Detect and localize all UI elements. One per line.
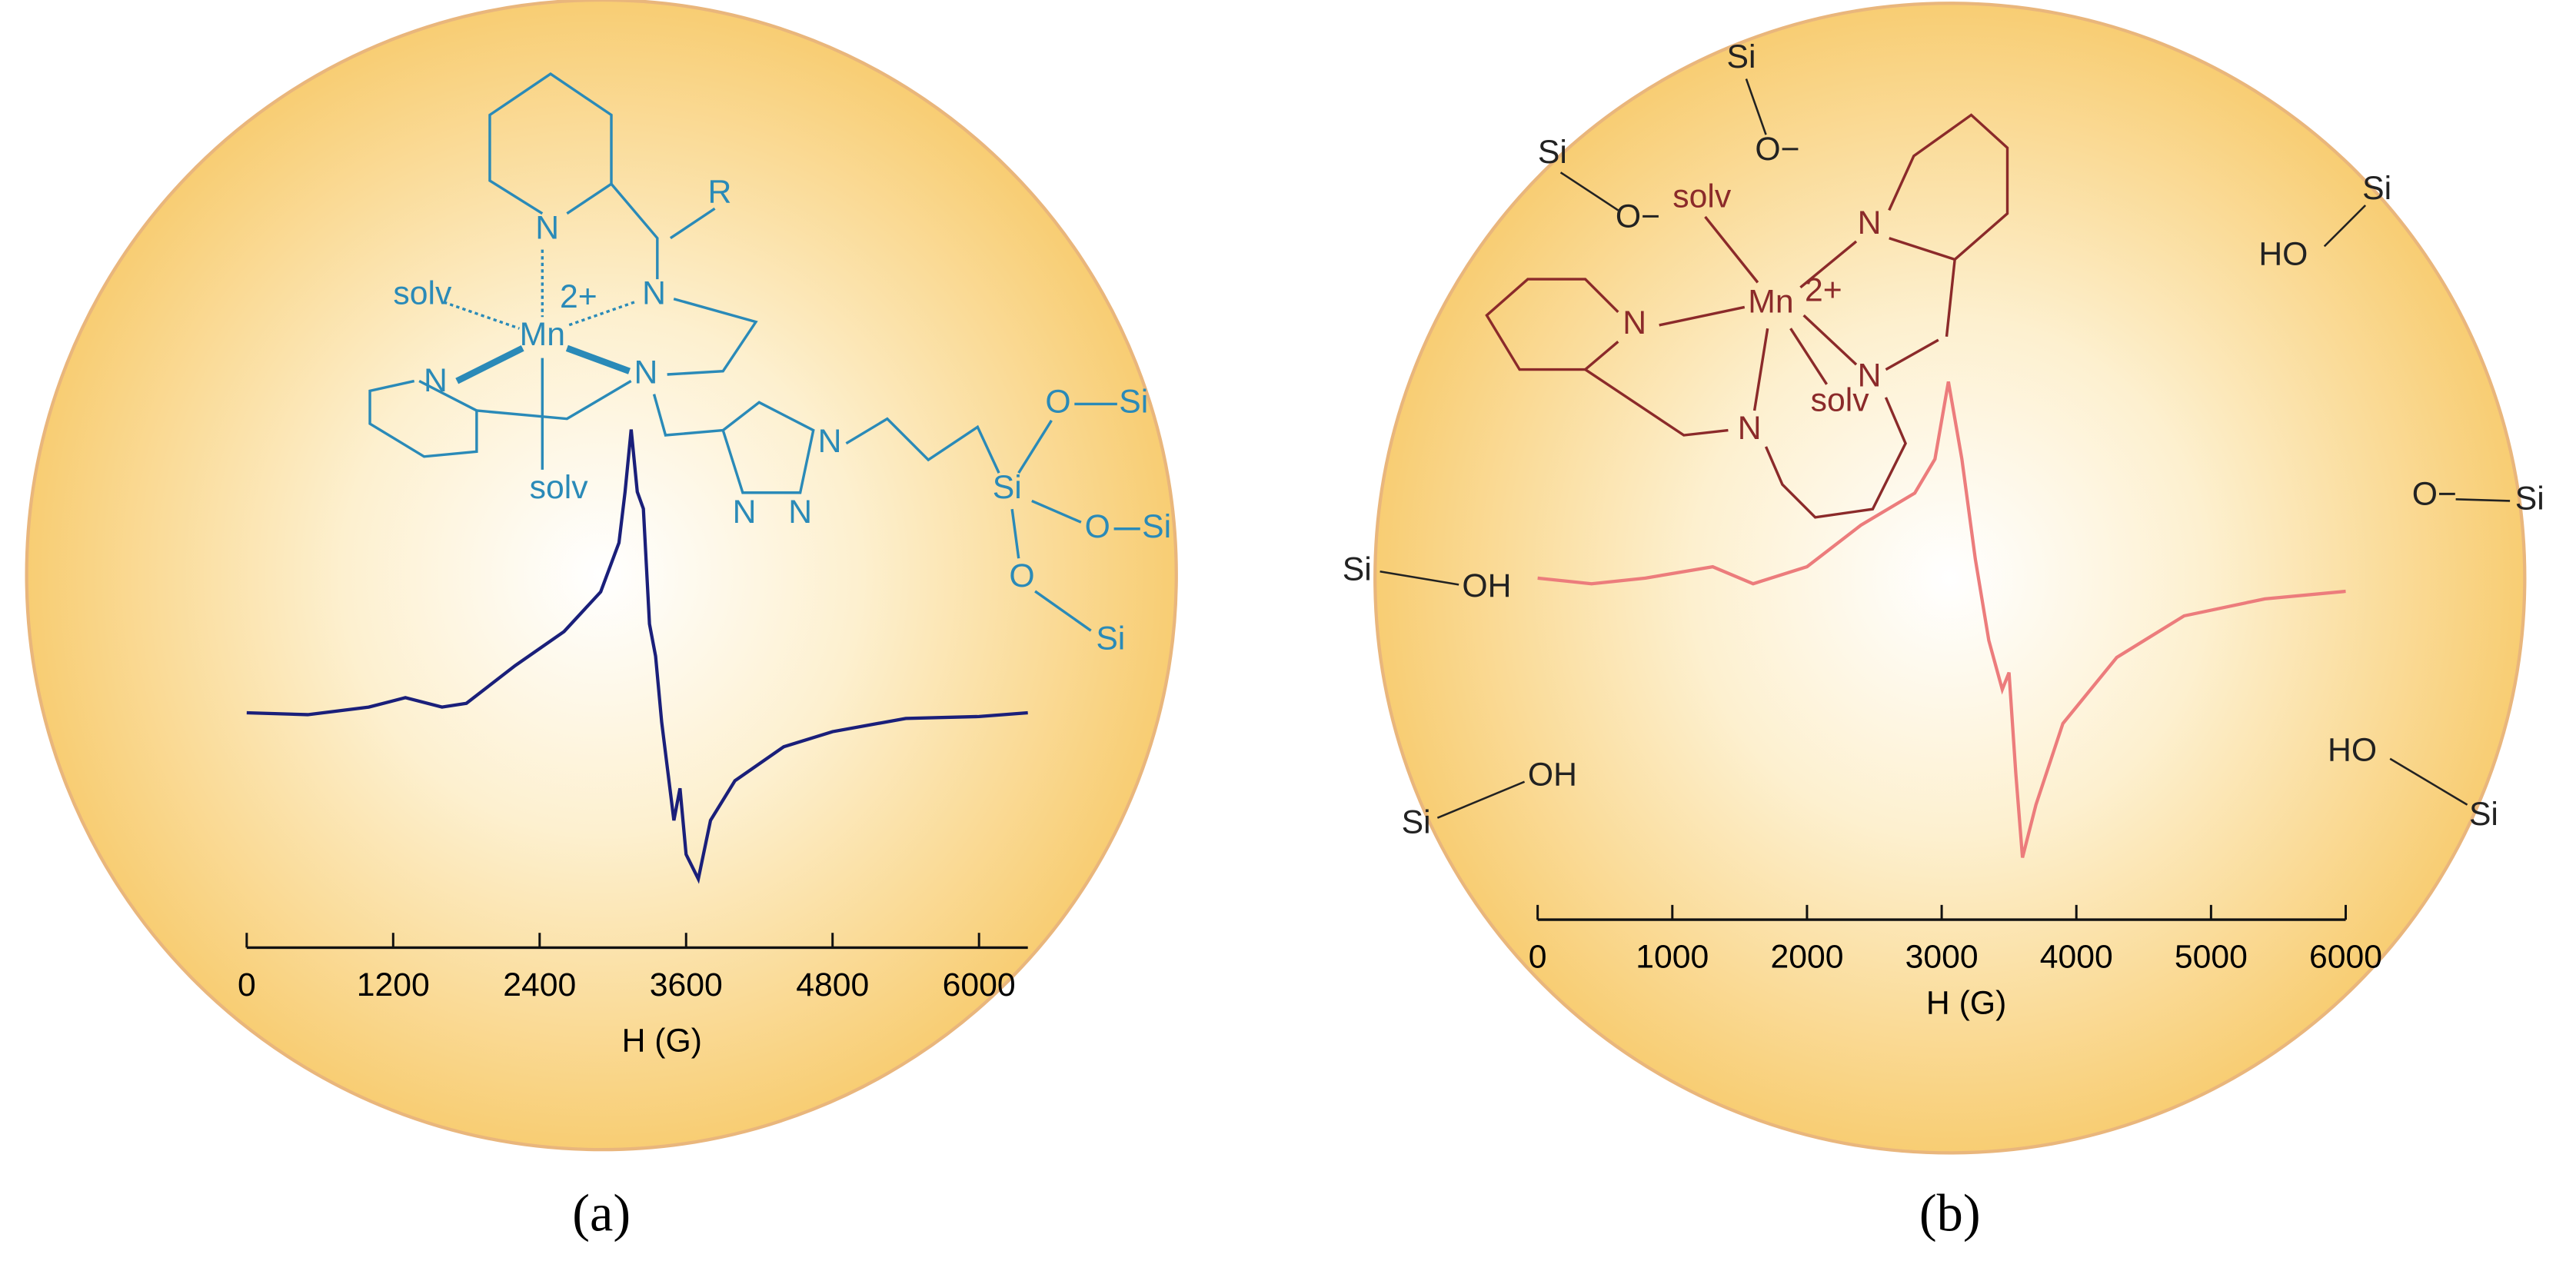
x-tick-label: 6000: [943, 967, 1016, 1003]
structure-label: N: [818, 423, 842, 460]
structure-label: Si: [1727, 38, 1756, 75]
structure-label: N: [1858, 358, 1882, 394]
x-tick-label: 2000: [1770, 939, 1843, 976]
x-tick-label: 2400: [503, 967, 576, 1003]
x-tick-label: 3000: [1905, 939, 1979, 976]
structure-a: [368, 72, 1140, 632]
structure-label: Si: [2469, 796, 2498, 833]
structure-label: Si: [1538, 134, 1567, 171]
x-axis-title: H (G): [1926, 984, 2006, 1021]
x-tick-label: 0: [238, 967, 256, 1003]
structure-label: OH: [1528, 757, 1577, 794]
structure-label: O: [1009, 557, 1034, 594]
structure-label: HO: [2258, 235, 2308, 272]
panel-label: (a): [572, 1184, 631, 1243]
structure-label: HO: [2328, 732, 2377, 769]
x-tick-label: 3600: [650, 967, 723, 1003]
structure-label: N: [424, 362, 448, 399]
structure-label: Mn: [1748, 283, 1793, 320]
structure-label: solv: [393, 275, 452, 312]
x-axis-title: H (G): [622, 1023, 702, 1060]
background-circle: [1373, 2, 2527, 1155]
structure-label: O: [1085, 508, 1110, 545]
structure-label: N: [1622, 304, 1646, 341]
structure-label: N: [733, 494, 757, 531]
structure-label: N: [535, 209, 559, 246]
structure-label: N: [634, 354, 657, 391]
structure-label: Si: [1096, 620, 1125, 657]
structure-label: solv: [1672, 178, 1732, 215]
structure-label: R: [708, 173, 732, 210]
structure-b: [1485, 113, 2009, 519]
structure-label: Si: [1343, 551, 1372, 588]
x-tick-label: 5000: [2175, 939, 2248, 976]
structure-label: O−: [2412, 475, 2457, 512]
structure-label: OH: [1462, 567, 1511, 604]
structure-label: N: [788, 494, 812, 531]
structure-label: N: [1738, 410, 1762, 447]
structure-label: Si: [1402, 804, 1431, 841]
structure-label: 2+: [1805, 271, 1842, 308]
structure-label: N: [642, 275, 666, 312]
structure-label: O−: [1616, 198, 1660, 235]
structure-label: 2+: [560, 278, 597, 315]
spectrum-line: [246, 429, 1028, 884]
spectrum-line: [1537, 381, 2346, 858]
x-tick-label: 1200: [357, 967, 430, 1003]
x-tick-label: 0: [1529, 939, 1547, 976]
background-circle: [25, 0, 1178, 1152]
structure-label: solv: [530, 469, 589, 506]
structure-label: Si: [2515, 481, 2544, 517]
structure-label: O: [1045, 384, 1070, 421]
structure-label: solv: [1811, 382, 1870, 419]
structure-label: O−: [1755, 131, 1799, 168]
structure-label: Si: [1119, 384, 1148, 421]
structure-label: Si: [993, 469, 1022, 506]
panel-label: (b): [1919, 1184, 1981, 1243]
x-tick-label: 4800: [796, 967, 869, 1003]
structure-label: Mn: [520, 316, 565, 353]
x-tick-label: 6000: [2309, 939, 2382, 976]
x-tick-label: 1000: [1636, 939, 1709, 976]
structure-label: N: [1858, 205, 1882, 241]
surface-bonds: [1380, 78, 2511, 819]
structure-label: Si: [2362, 170, 2391, 207]
x-tick-label: 4000: [2040, 939, 2113, 976]
structure-label: Si: [1142, 508, 1171, 545]
